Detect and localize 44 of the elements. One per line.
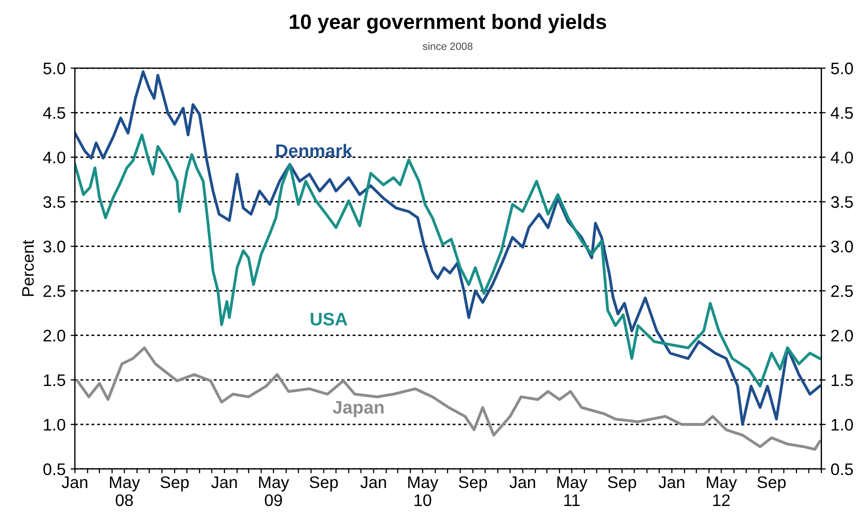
y-tick-label: 2.5 (44, 285, 66, 298)
y2-tick-label: 3.0 (831, 240, 853, 252)
y2-tick-label: 5.0 (831, 62, 853, 74)
x-tick-label: Sep (160, 476, 189, 492)
chart-subtitle: since 2008 (422, 42, 472, 50)
y2-tick-label: 4.5 (830, 107, 853, 119)
x-tick-label: Jan (62, 476, 88, 488)
line-series (76, 346, 822, 451)
x-tick-label: Sep (757, 476, 786, 492)
x-tick-label: May 12 (706, 476, 738, 506)
text: USA (310, 312, 348, 326)
y2-tick-label: 0.5 (831, 463, 853, 476)
y-tick-label: 4.0 (43, 152, 66, 164)
x-tick-label: May 08 (110, 476, 140, 506)
y-tick-label: 1.5 (44, 374, 66, 386)
y-tick-label: 3.5 (43, 196, 66, 208)
series-label: Japan (332, 401, 384, 418)
y-tick-label: 0.5 (43, 463, 66, 476)
y2-tick-label: 1.5 (832, 374, 853, 386)
x-tick-label: Jan (658, 476, 684, 488)
x-tick-label: Jan (360, 476, 386, 488)
y-tick-label: 4.5 (43, 107, 66, 119)
x-tick-label: Sep (458, 476, 487, 492)
x-tick-label: Sep (310, 476, 338, 492)
y-tick-label: 2.0 (44, 330, 66, 342)
x-tick-label: May 11 (557, 476, 588, 506)
y-tick-label: 1.0 (44, 418, 66, 431)
x-tick-label: Jan (510, 476, 536, 488)
y2-tick-label: 2.5 (831, 285, 853, 298)
x-tick-label: May 09 (259, 476, 290, 506)
chart-title: 10 year government bond yields (290, 14, 606, 34)
x-tick-label: May 10 (408, 476, 438, 506)
line-series (74, 134, 822, 388)
y2-tick-label: 2.0 (831, 330, 853, 342)
y-tick-label: 3.0 (43, 240, 66, 252)
y-tick-label: 5.0 (43, 62, 66, 74)
series-label: Denmark (276, 144, 352, 158)
y2-tick-label: 3.5 (831, 196, 853, 208)
line-series (74, 70, 822, 426)
x-tick-label: Jan (211, 476, 237, 488)
y2-tick-label: 1.0 (832, 418, 853, 431)
y2-tick-label: 4.0 (830, 152, 853, 164)
x-tick-label: Sep (608, 476, 636, 492)
y-axis-title: Percent (22, 240, 34, 296)
